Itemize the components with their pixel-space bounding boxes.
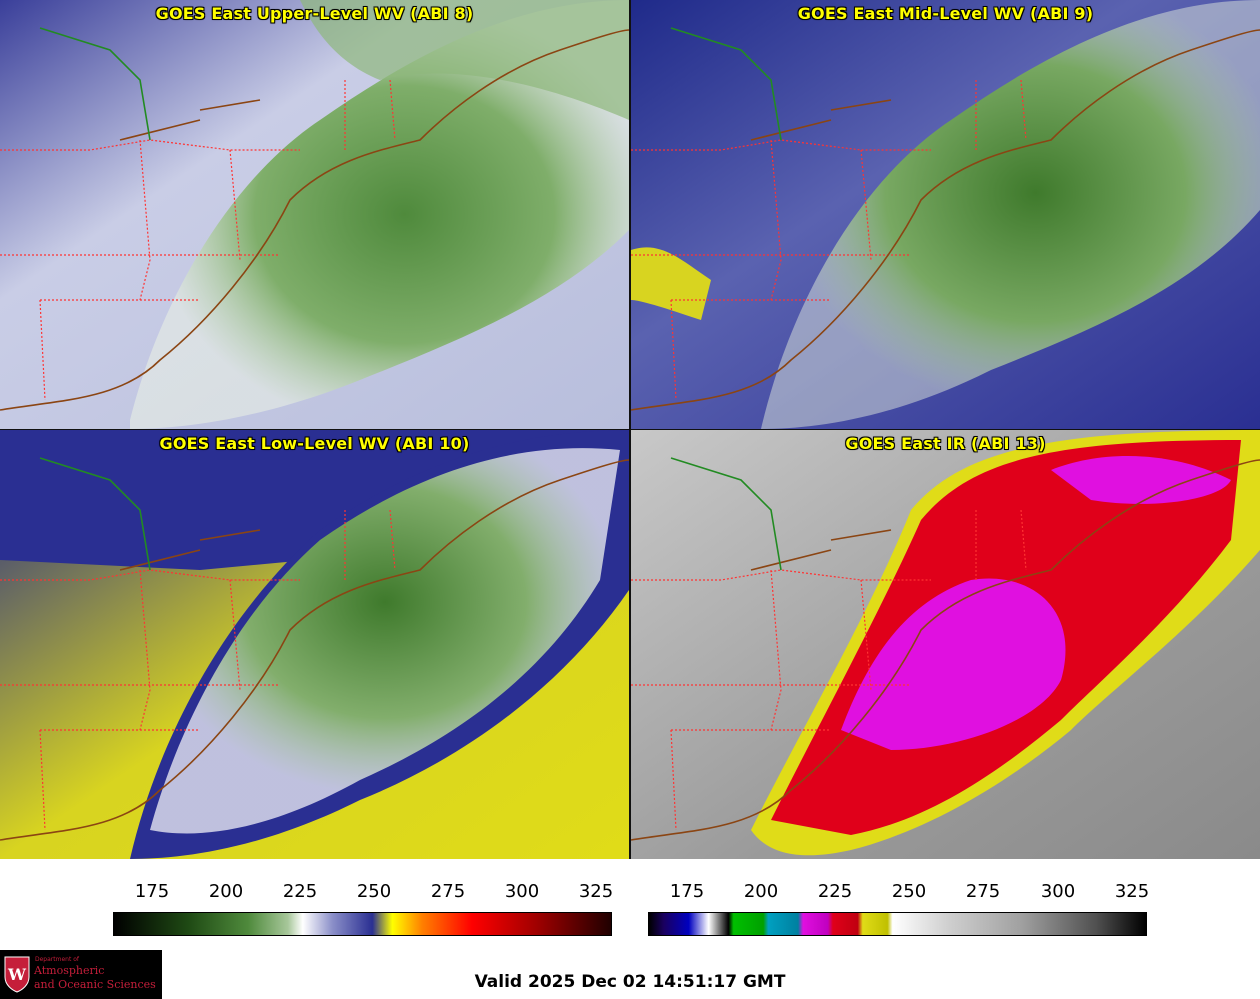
tick-label: 175 (669, 881, 705, 902)
tick-label: 200 (208, 881, 244, 902)
tick-label: 275 (965, 881, 1001, 902)
colorbar-wv (113, 912, 612, 936)
panel-title: GOES East IR (ABI 13) (845, 434, 1046, 453)
map-mid-level-wv (631, 0, 1260, 429)
panel-upper-level-wv: GOES East Upper-Level WV (ABI 8) (0, 0, 629, 429)
map-upper-level-wv (0, 0, 629, 429)
tick-label: 325 (578, 881, 614, 902)
tick-label: 225 (817, 881, 853, 902)
tick-label: 175 (134, 881, 170, 902)
tick-label: 275 (430, 881, 466, 902)
map-low-level-wv (0, 430, 629, 859)
colorbar-ir-ticks: 175 200 225 250 275 300 325 (630, 881, 1260, 911)
panel-title: GOES East Low-Level WV (ABI 10) (159, 434, 470, 453)
logo-line1: Atmospheric (34, 964, 105, 977)
colorbar-wv-ticks: 175 200 225 250 275 300 325 (0, 881, 630, 911)
logo-line2: and Oceanic Sciences (34, 978, 156, 991)
aos-logo: W Department of Atmospheric and Oceanic … (0, 950, 162, 999)
tick-label: 250 (356, 881, 392, 902)
panel-title: GOES East Upper-Level WV (ABI 8) (155, 4, 474, 23)
panel-low-level-wv: GOES East Low-Level WV (ABI 10) (0, 430, 629, 859)
colorbar-ir (648, 912, 1147, 936)
crest-letter: W (7, 965, 27, 984)
panel-title: GOES East Mid-Level WV (ABI 9) (797, 4, 1094, 23)
panel-ir: GOES East IR (ABI 13) (631, 430, 1260, 859)
panel-divider-horizontal (0, 429, 1260, 430)
valid-time: Valid 2025 Dec 02 14:51:17 GMT (474, 972, 786, 992)
uw-crest-icon: W (4, 956, 30, 993)
tick-label: 225 (282, 881, 318, 902)
map-ir (631, 430, 1260, 859)
tick-label: 200 (743, 881, 779, 902)
logo-dept: Department of (35, 956, 79, 963)
tick-label: 300 (1040, 881, 1076, 902)
tick-label: 325 (1114, 881, 1150, 902)
panel-mid-level-wv: GOES East Mid-Level WV (ABI 9) (631, 0, 1260, 429)
tick-label: 300 (504, 881, 540, 902)
tick-label: 250 (891, 881, 927, 902)
